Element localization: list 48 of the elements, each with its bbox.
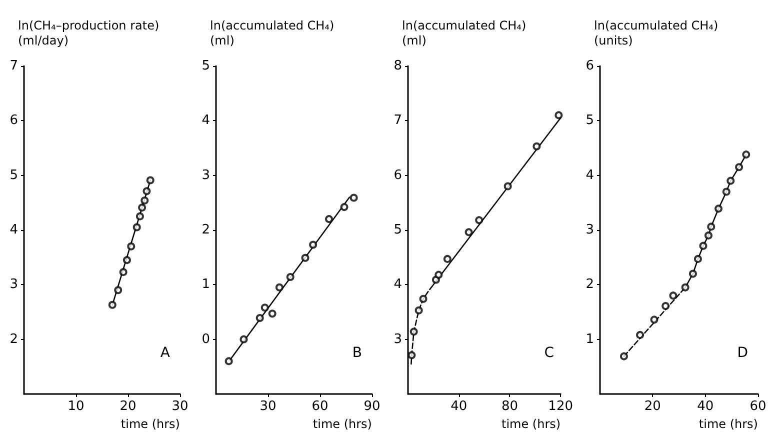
y-tick-label: 2 [202,222,210,238]
annotation: D [737,345,748,361]
y-tick-label: 1 [202,277,210,292]
x-tick-label: 80 [501,399,518,414]
y-axis-title: ln(accumulated CH₄) (ml) [210,18,334,48]
x-tick-label: 40 [697,399,714,414]
y-tick-label: 5 [394,222,402,238]
x-tick-label: 10 [68,399,84,414]
y-tick-label: 3 [10,277,18,292]
annotation: B [352,345,362,361]
y-tick-label: 7 [10,58,18,74]
annotation: A [160,345,170,361]
y-tick-label: 5 [202,58,210,74]
y-tick-label: 2 [586,277,594,292]
y-tick-label: 6 [586,58,594,74]
y-tick-label: 3 [394,332,402,347]
x-axis-title: time (hrs) [698,417,758,431]
annotation: C [544,345,554,361]
y-tick-label: 4 [10,222,18,238]
y-tick-label: 3 [202,168,210,183]
y-tick-label: 7 [394,113,402,128]
y-axis-title: ln(CH₄–production rate) (ml/day) [18,18,160,48]
y-tick-label: 0 [202,332,210,347]
x-tick-label: 30 [260,399,276,414]
y-axis-title: ln(accumulated CH₄) (units) [594,18,718,48]
y-axis-title: ln(accumulated CH₄) (ml) [402,18,526,48]
x-tick-label: 90 [364,399,380,414]
y-tick-label: 5 [10,168,18,183]
x-axis-title: time (hrs) [120,417,180,431]
y-tick-label: 4 [394,277,402,292]
y-tick-label: 8 [394,58,402,74]
y-tick-label: 4 [202,113,210,128]
y-tick-label: 6 [394,168,402,183]
x-tick-label: 20 [644,399,661,414]
x-axis-title: time (hrs) [312,417,372,431]
y-tick-label: 6 [10,113,18,128]
x-tick-label: 30 [172,399,188,414]
x-tick-label: 60 [312,399,328,414]
y-tick-label: 3 [586,222,594,238]
y-tick-label: 4 [586,168,594,183]
y-tick-label: 1 [586,332,594,347]
x-tick-label: 40 [450,399,468,414]
y-tick-label: 2 [10,332,18,347]
x-tick-label: 120 [548,399,574,414]
x-axis-title: time (hrs) [502,417,561,431]
x-tick-label: 20 [120,399,136,414]
x-tick-label: 60 [750,399,766,414]
y-tick-label: 5 [586,113,594,128]
